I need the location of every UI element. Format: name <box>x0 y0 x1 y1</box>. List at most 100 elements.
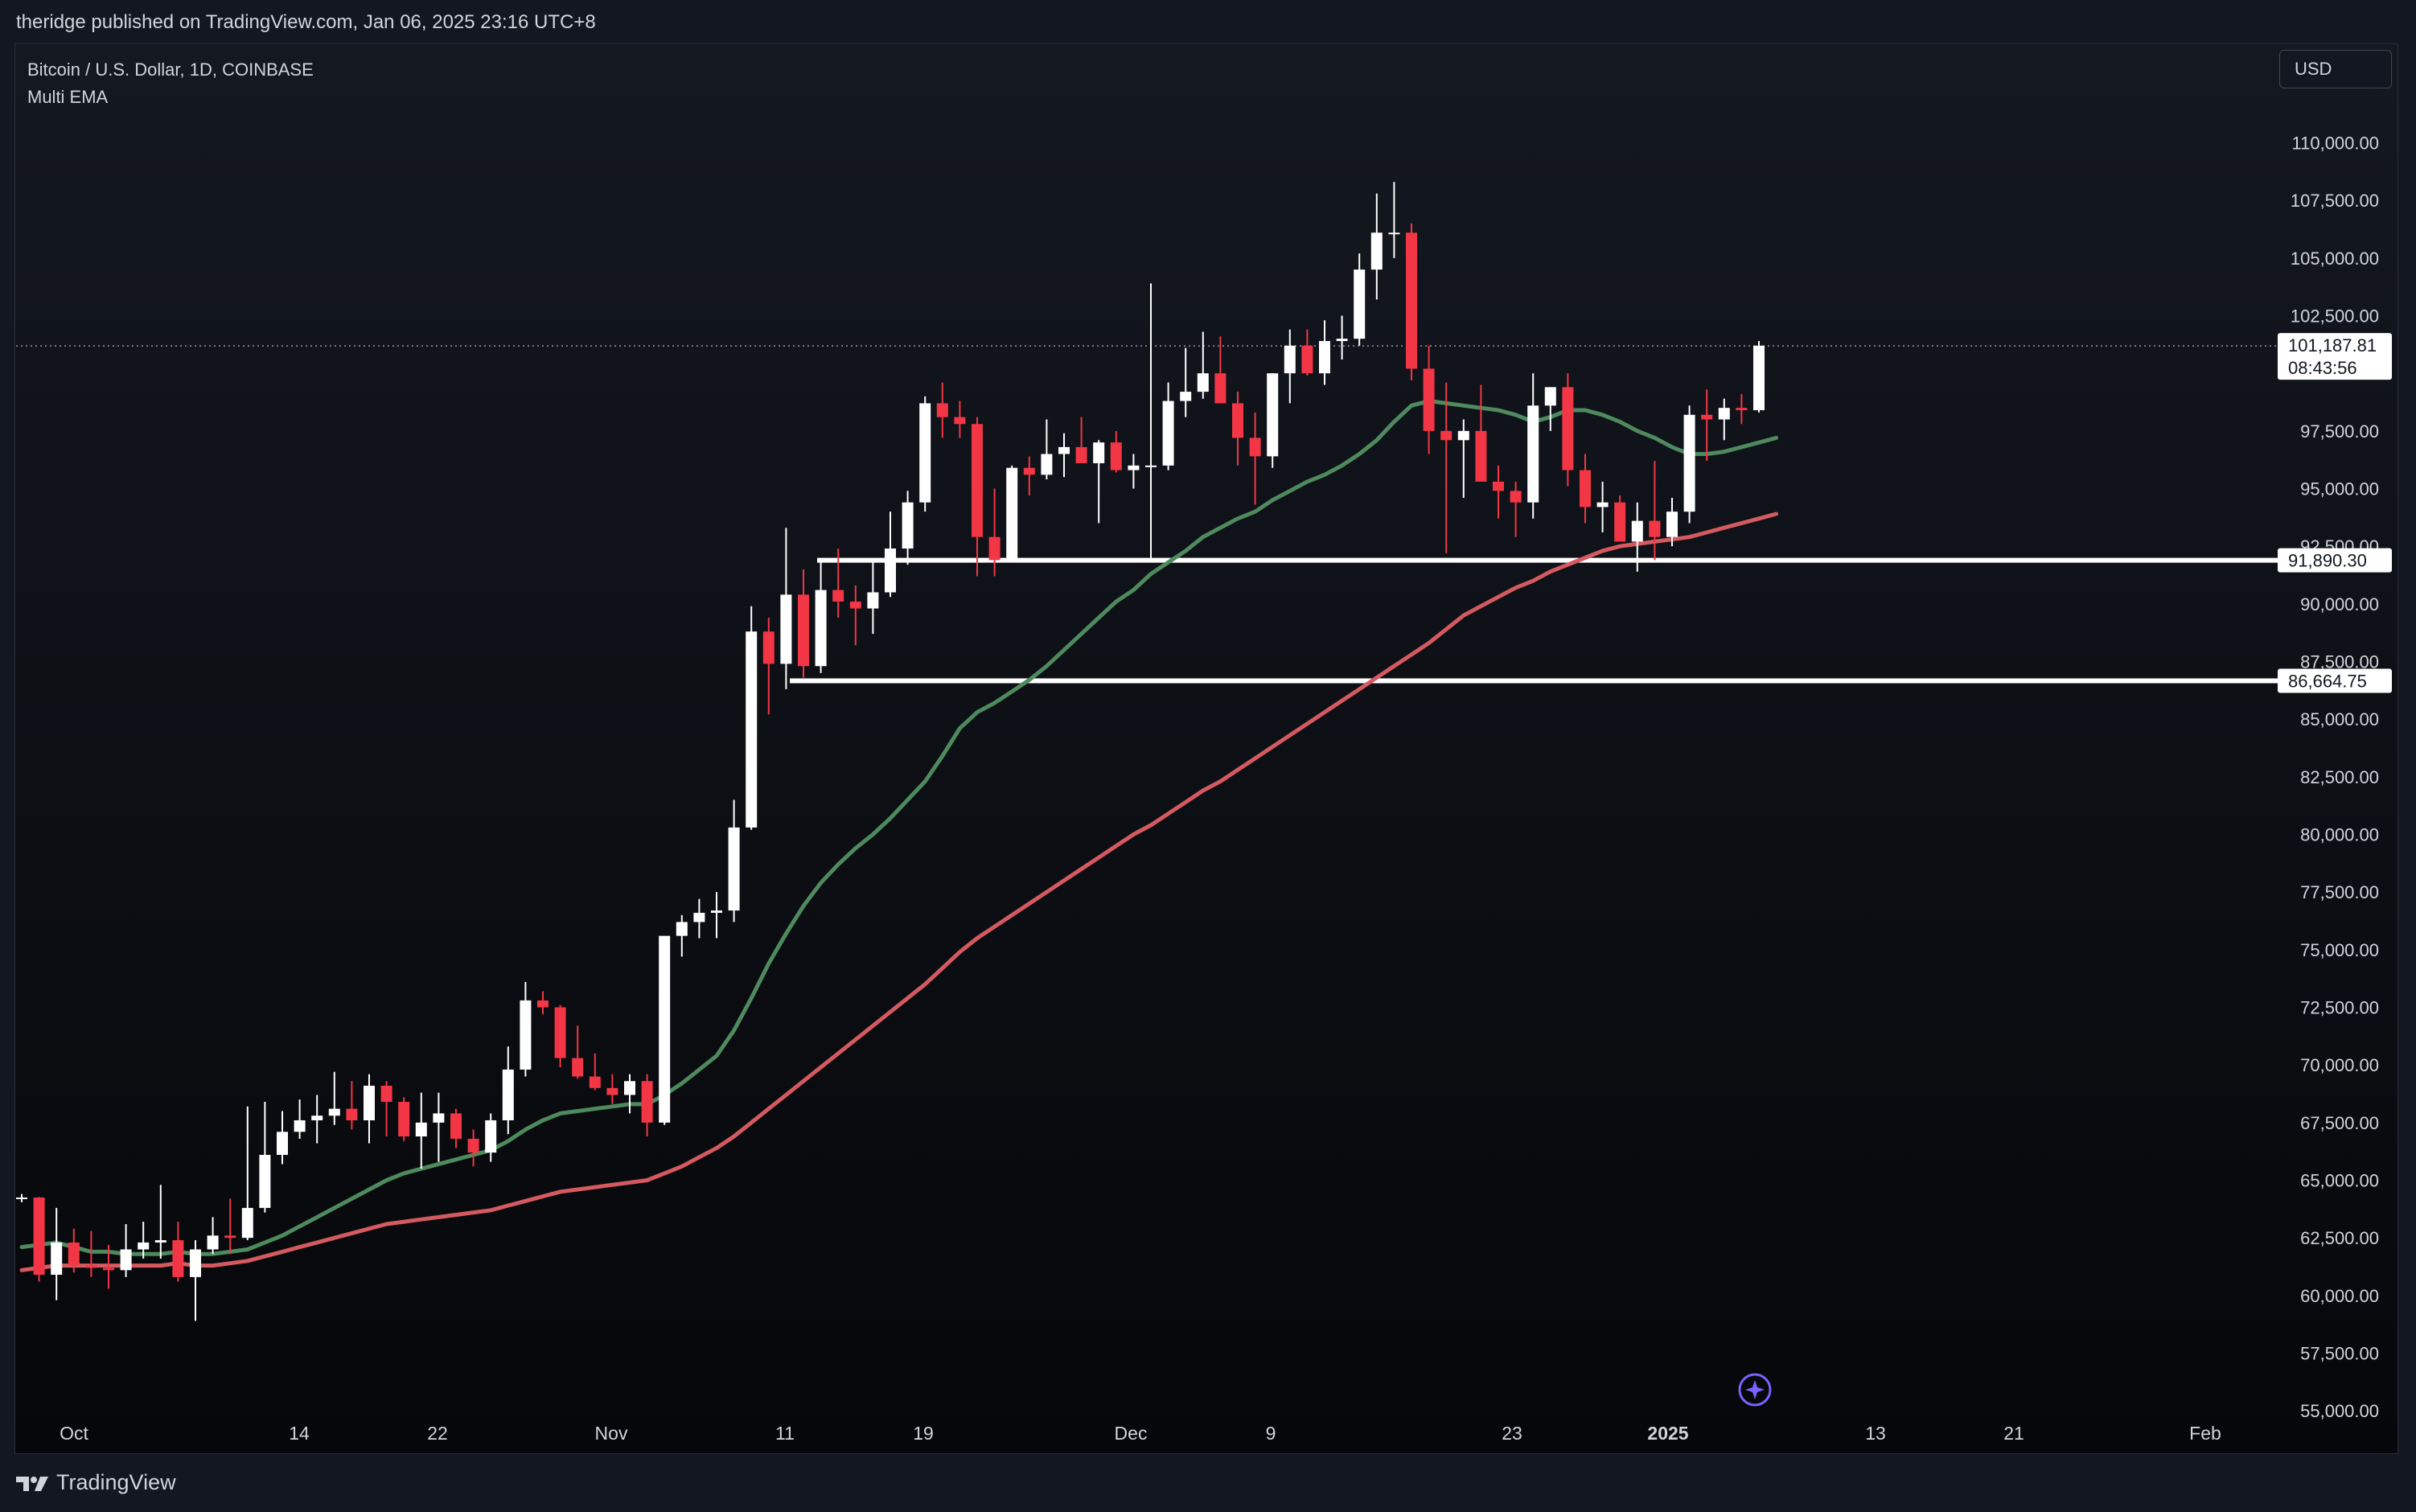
candle[interactable] <box>1580 454 1591 524</box>
candle[interactable] <box>1301 329 1313 376</box>
candle[interactable] <box>1354 253 1366 346</box>
candle[interactable] <box>1544 387 1556 431</box>
candle[interactable] <box>1510 481 1522 537</box>
candle[interactable] <box>415 1092 427 1169</box>
candle[interactable] <box>520 981 532 1077</box>
candle[interactable] <box>1232 392 1243 466</box>
candle[interactable] <box>33 1197 45 1282</box>
candle[interactable] <box>1718 398 1730 441</box>
candle[interactable] <box>190 1240 201 1321</box>
candle[interactable] <box>728 799 740 922</box>
candle[interactable] <box>867 562 879 635</box>
candle[interactable] <box>1162 382 1174 470</box>
candle[interactable] <box>815 562 827 673</box>
candle[interactable] <box>711 892 722 939</box>
candle[interactable] <box>1388 182 1400 258</box>
candle[interactable] <box>346 1081 358 1130</box>
candle[interactable] <box>1006 465 1018 563</box>
candle[interactable] <box>641 1074 653 1137</box>
candle[interactable] <box>16 1194 27 1202</box>
candle[interactable] <box>1023 456 1035 496</box>
candle[interactable] <box>572 1025 584 1079</box>
candle[interactable] <box>502 1046 514 1135</box>
candle[interactable] <box>1267 373 1279 468</box>
candle[interactable] <box>398 1097 410 1141</box>
candle[interactable] <box>693 898 705 939</box>
candle[interactable] <box>364 1074 375 1144</box>
candle[interactable] <box>780 528 792 689</box>
candle[interactable] <box>1614 495 1626 542</box>
candle[interactable] <box>902 491 914 565</box>
candle[interactable] <box>1493 465 1504 519</box>
candle[interactable] <box>85 1231 97 1277</box>
candle[interactable] <box>1666 497 1678 547</box>
candle[interactable] <box>1596 481 1609 532</box>
candle[interactable] <box>103 1244 114 1289</box>
candle[interactable] <box>1249 412 1261 505</box>
candle[interactable] <box>624 1074 635 1114</box>
candle[interactable] <box>1562 373 1574 487</box>
candle[interactable] <box>467 1129 479 1167</box>
candle[interactable] <box>936 382 948 438</box>
candle[interactable] <box>277 1111 288 1165</box>
candle[interactable] <box>1284 329 1296 404</box>
candle[interactable] <box>1683 405 1695 524</box>
candle[interactable] <box>259 1102 271 1213</box>
candle[interactable] <box>380 1081 392 1137</box>
candle[interactable] <box>919 396 931 512</box>
symbol-title[interactable]: Bitcoin / U.S. Dollar, 1D, COINBASE <box>27 60 314 80</box>
candle[interactable] <box>606 1074 618 1104</box>
candle[interactable] <box>68 1228 80 1273</box>
candle[interactable] <box>762 618 775 715</box>
candle[interactable] <box>1336 315 1348 360</box>
candle[interactable] <box>1440 382 1452 553</box>
candle[interactable] <box>120 1223 132 1277</box>
candle[interactable] <box>676 914 688 957</box>
candle[interactable] <box>1093 440 1105 524</box>
candle[interactable] <box>1041 419 1053 480</box>
candle[interactable] <box>1406 223 1417 380</box>
candle[interactable] <box>988 488 1001 577</box>
candle[interactable] <box>1319 320 1330 385</box>
candle[interactable] <box>746 606 758 830</box>
candle[interactable] <box>885 512 896 598</box>
candle[interactable] <box>1457 419 1469 498</box>
current-price-label[interactable]: 101,187.81 08:43:56 <box>2278 333 2392 380</box>
candle[interactable] <box>328 1071 340 1125</box>
candle[interactable] <box>485 1113 497 1162</box>
candle[interactable] <box>154 1185 166 1259</box>
candle[interactable] <box>311 1095 323 1144</box>
candle[interactable] <box>172 1222 184 1282</box>
candle[interactable] <box>207 1217 219 1255</box>
candle[interactable] <box>433 1092 445 1162</box>
level-price-label[interactable]: 91,890.30 <box>2278 548 2392 573</box>
candle[interactable] <box>537 991 549 1015</box>
candle[interactable] <box>1475 384 1487 482</box>
candle[interactable] <box>1631 502 1643 572</box>
candle[interactable] <box>1214 336 1226 404</box>
candle[interactable] <box>51 1207 63 1300</box>
candle[interactable] <box>849 585 861 646</box>
currency-button[interactable]: USD <box>2279 50 2392 88</box>
candle[interactable] <box>1736 393 1748 425</box>
candle[interactable] <box>1527 373 1539 519</box>
candle[interactable] <box>589 1053 601 1091</box>
candle[interactable] <box>1110 430 1122 473</box>
candle[interactable] <box>1649 461 1661 561</box>
candle[interactable] <box>832 549 844 618</box>
candle[interactable] <box>798 569 809 678</box>
candle[interactable] <box>1423 345 1435 454</box>
candle[interactable] <box>1075 417 1087 463</box>
spark-icon[interactable] <box>1738 1373 1772 1407</box>
candle[interactable] <box>1128 454 1140 489</box>
candle[interactable] <box>224 1198 236 1255</box>
candle[interactable] <box>1145 283 1157 561</box>
level-price-label[interactable]: 86,664.75 <box>2278 668 2392 693</box>
candle[interactable] <box>1180 347 1192 417</box>
candle[interactable] <box>1058 433 1070 478</box>
candle[interactable] <box>138 1222 150 1259</box>
candle[interactable] <box>972 417 983 577</box>
candle[interactable] <box>1701 389 1713 462</box>
candle[interactable] <box>1753 341 1765 413</box>
